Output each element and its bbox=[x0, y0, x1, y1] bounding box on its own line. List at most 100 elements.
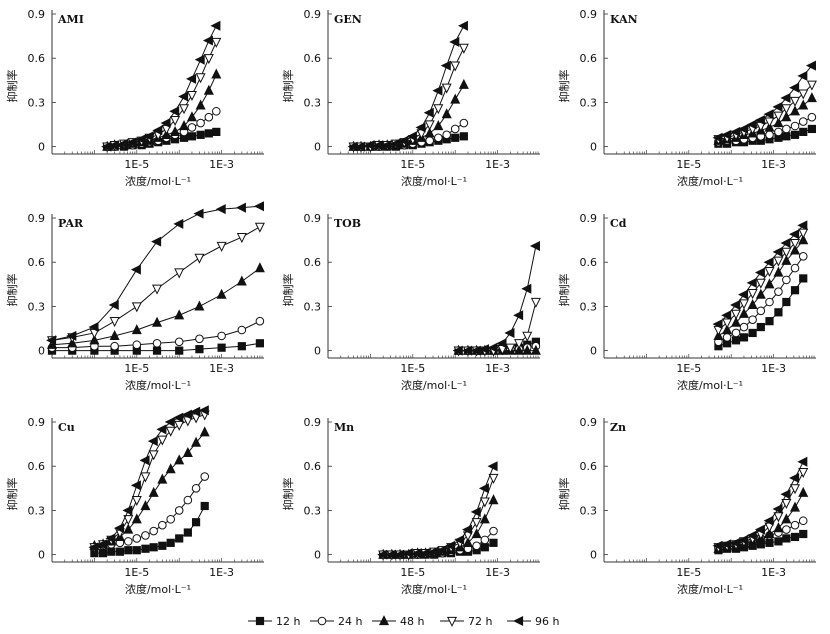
data-point bbox=[149, 543, 158, 552]
data-point bbox=[195, 73, 206, 84]
series-96h bbox=[712, 220, 808, 330]
y-axis-label: 抑制率 bbox=[281, 274, 295, 307]
y-tick-label: 0.9 bbox=[580, 8, 598, 21]
data-point bbox=[782, 124, 791, 134]
data-point bbox=[738, 123, 749, 134]
x-tick-label: 1E-5 bbox=[676, 566, 701, 579]
data-point bbox=[183, 495, 193, 505]
data-point bbox=[799, 529, 808, 539]
data-point bbox=[204, 129, 213, 138]
data-point bbox=[236, 233, 247, 244]
data-point bbox=[488, 473, 499, 484]
data-point bbox=[773, 266, 784, 277]
x-axis-label: 浓度/mol·L⁻¹ bbox=[401, 174, 467, 188]
data-point bbox=[156, 424, 167, 435]
data-point bbox=[479, 497, 490, 508]
data-point bbox=[781, 247, 792, 258]
series-line bbox=[94, 414, 205, 548]
data-point bbox=[109, 317, 120, 328]
data-point bbox=[450, 93, 461, 104]
data-point bbox=[774, 308, 783, 317]
legend-item-24h: 24 h bbox=[310, 615, 362, 628]
data-point bbox=[805, 60, 816, 71]
data-point bbox=[152, 284, 163, 295]
data-point bbox=[747, 289, 758, 300]
x-tick-label: 1E-3 bbox=[485, 362, 510, 375]
data-point bbox=[390, 138, 401, 149]
x-axis-label: 浓度/mol·L⁻¹ bbox=[125, 378, 191, 392]
y-tick-label: 0.3 bbox=[304, 504, 322, 517]
data-point bbox=[216, 288, 227, 299]
data-point bbox=[798, 89, 809, 100]
data-point bbox=[381, 140, 392, 151]
data-point bbox=[255, 339, 264, 348]
data-point bbox=[88, 322, 99, 333]
y-tick-label: 0 bbox=[314, 345, 321, 358]
data-point bbox=[790, 501, 801, 512]
data-point bbox=[765, 538, 774, 547]
data-point bbox=[169, 106, 180, 117]
data-point bbox=[790, 484, 801, 495]
data-point bbox=[773, 256, 784, 267]
data-point bbox=[799, 274, 808, 283]
data-point bbox=[187, 132, 197, 141]
y-axis-label: 抑制率 bbox=[557, 274, 571, 307]
x-tick-label: 1E-3 bbox=[485, 158, 510, 171]
series-12h bbox=[47, 339, 264, 355]
data-point bbox=[471, 528, 482, 539]
data-point bbox=[141, 544, 150, 553]
data-point bbox=[175, 534, 184, 543]
data-point bbox=[441, 108, 452, 119]
data-point bbox=[215, 204, 226, 215]
data-point bbox=[797, 456, 808, 467]
series-96h bbox=[452, 240, 540, 356]
data-point bbox=[424, 120, 435, 131]
data-point bbox=[731, 309, 742, 320]
y-tick-label: 0.6 bbox=[28, 256, 46, 269]
data-point bbox=[194, 300, 205, 311]
x-tick-label: 1E-5 bbox=[124, 158, 149, 171]
data-point bbox=[730, 126, 741, 137]
y-axis-label: 抑制率 bbox=[557, 70, 571, 103]
y-tick-label: 0.9 bbox=[304, 8, 322, 21]
data-point bbox=[187, 123, 197, 132]
data-point bbox=[513, 310, 524, 321]
data-point bbox=[97, 539, 108, 550]
data-point bbox=[457, 20, 468, 31]
series-96h bbox=[712, 456, 808, 551]
x-axis-label: 浓度/mol·L⁻¹ bbox=[677, 378, 743, 392]
y-tick-label: 0 bbox=[590, 549, 597, 562]
data-point bbox=[433, 104, 444, 115]
data-point bbox=[722, 324, 733, 335]
legend-label: 96 h bbox=[535, 615, 559, 628]
data-point bbox=[765, 130, 774, 140]
data-point bbox=[181, 409, 192, 420]
y-tick-label: 0.3 bbox=[580, 300, 598, 313]
data-point bbox=[790, 130, 800, 139]
data-point bbox=[798, 117, 808, 126]
series-24h bbox=[714, 252, 808, 347]
data-point bbox=[470, 345, 481, 356]
y-tick-label: 0.9 bbox=[28, 416, 46, 429]
panel-title: GEN bbox=[334, 13, 362, 26]
data-point bbox=[157, 435, 168, 446]
data-point bbox=[470, 506, 481, 517]
panel-zn: 1E-5 1E-3 0 0.3 0.6 0.9 Zn 浓度/mol·L⁻¹ 抑制率 bbox=[557, 416, 816, 596]
data-point bbox=[123, 523, 134, 534]
data-point bbox=[774, 127, 783, 137]
data-point bbox=[123, 515, 134, 526]
data-point bbox=[764, 266, 775, 277]
x-axis-label: 浓度/mol·L⁻¹ bbox=[677, 174, 743, 188]
data-point bbox=[423, 107, 434, 118]
data-point bbox=[110, 341, 119, 351]
data-point bbox=[514, 339, 525, 350]
data-point bbox=[530, 344, 541, 355]
y-tick-label: 0.6 bbox=[580, 460, 598, 473]
data-point bbox=[782, 275, 791, 285]
data-point bbox=[772, 246, 783, 257]
data-point bbox=[746, 119, 757, 130]
data-point bbox=[530, 297, 541, 308]
y-tick-label: 0 bbox=[590, 345, 597, 358]
series-12h bbox=[90, 501, 209, 558]
